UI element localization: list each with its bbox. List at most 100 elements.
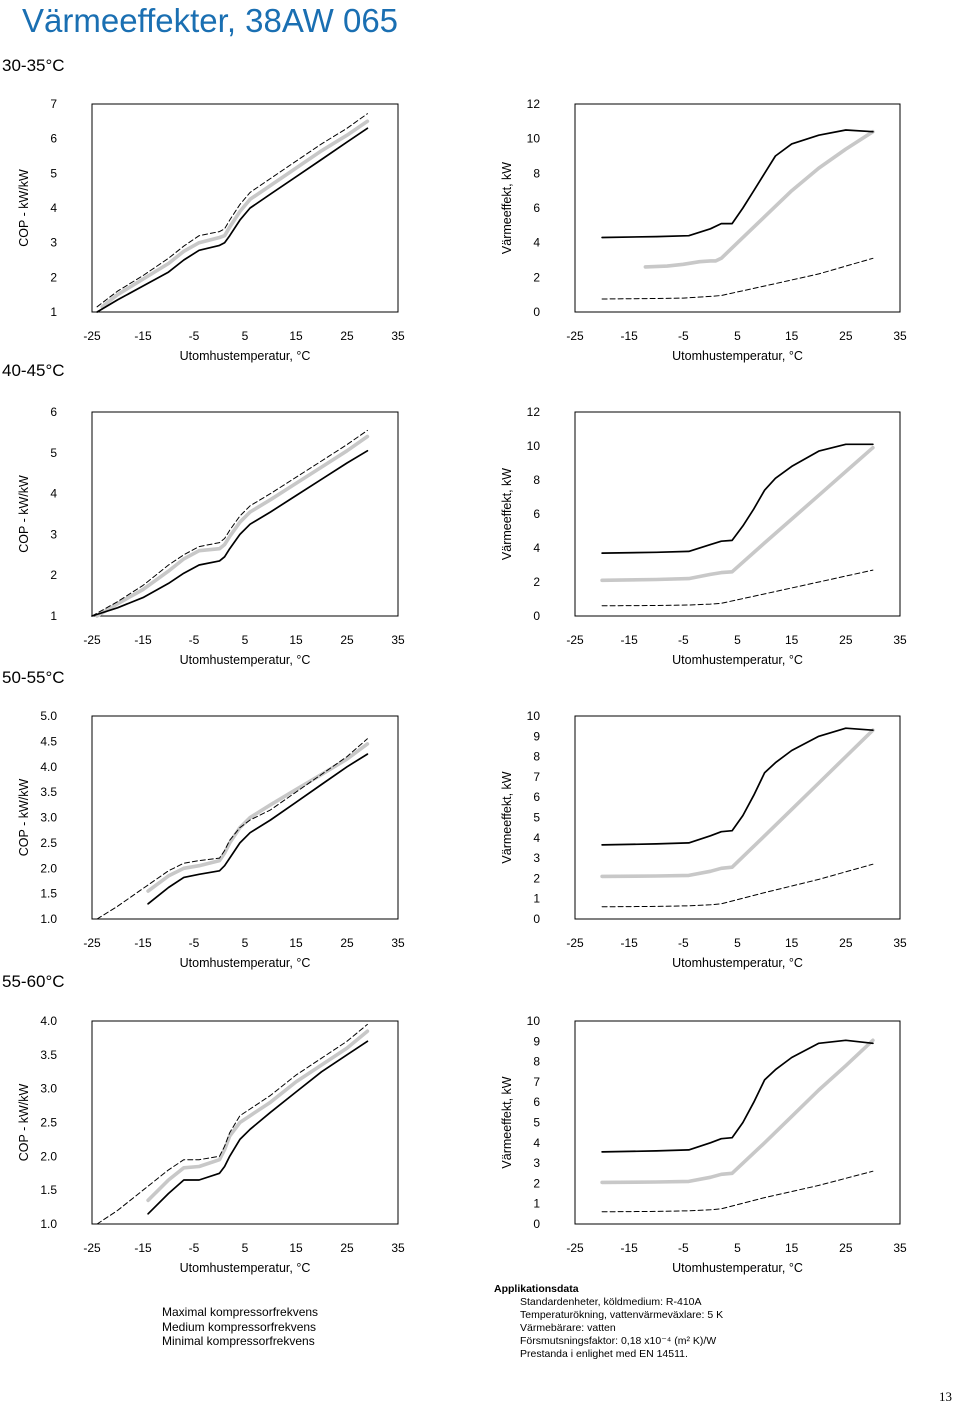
chart-power-50-55: 0 1 2 3 4 5 6 7 8 9 10 -25 -15 -5 5 15 25 35 Utomhustemper… (500, 709, 907, 970)
series-line-min (96, 1023, 368, 1225)
y-tick-label: 9 (533, 1034, 540, 1048)
section-label-30-35: 30-35°C (2, 56, 65, 75)
series-line-max (147, 753, 369, 905)
x-tick-label: -5 (189, 1241, 200, 1255)
y-tick-label: 9 (533, 729, 540, 743)
x-axis-label: Utomhustemperatur, °C (180, 653, 311, 667)
series-line-max (91, 449, 369, 617)
y-tick-label: 4.5 (40, 734, 57, 748)
series-line-min (96, 738, 368, 920)
x-tick-label: -15 (620, 936, 638, 950)
chart-cop-55-60: 1.0 1.5 2.0 2.5 3.0 3.5 4.0 -25 -15 -5 5 15 25 35 Utom… (17, 1014, 405, 1275)
x-tick-label: -15 (134, 633, 152, 647)
y-tick-label: 0 (533, 1217, 540, 1231)
x-tick-label: -25 (83, 936, 101, 950)
x-tick-label: 15 (785, 936, 799, 950)
y-tick-label: 2.5 (40, 836, 57, 850)
y-tick-label: 1.5 (40, 1183, 57, 1197)
y-tick-label: 1.0 (40, 912, 57, 926)
series-line-max (147, 1040, 369, 1215)
y-tick-label: 4 (533, 831, 540, 845)
x-tick-label: 25 (340, 633, 354, 647)
x-tick-label: 35 (391, 329, 405, 343)
y-axis-label: Värmeeffekt, kW (500, 162, 514, 254)
series-line-med (146, 1029, 370, 1203)
chart-power-55-60: 0 1 2 3 4 5 6 7 8 9 10 -25 -15 -5 5 15 25 35 Utomhustemper… (500, 1014, 907, 1275)
x-tick-label: 5 (242, 633, 249, 647)
legend-item-max: Maximal kompressorfrekvens (70, 1305, 318, 1320)
y-tick-label: 7 (533, 1075, 540, 1089)
y-tick-label: 6 (533, 201, 540, 215)
legend-item-min: Minimal kompressorfrekvens (70, 1334, 318, 1349)
y-tick-label: 3 (50, 527, 57, 541)
application-data-item: Prestanda i enlighet med EN 14511. (520, 1348, 688, 1360)
x-axis-label: Utomhustemperatur, °C (180, 956, 311, 970)
x-tick-label: -15 (134, 329, 152, 343)
y-tick-label: 3 (533, 851, 540, 865)
y-tick-label: 8 (533, 166, 540, 180)
y-tick-label: 6 (533, 1095, 540, 1109)
y-tick-label: 1.0 (40, 1217, 57, 1231)
application-data-item: Värmebärare: vatten (520, 1322, 616, 1334)
x-tick-label: 25 (340, 329, 354, 343)
y-tick-label: 3 (50, 236, 57, 250)
x-tick-label: 5 (242, 936, 249, 950)
y-tick-label: 1 (50, 609, 57, 623)
application-data-item: Försmutsningsfaktor: 0,18 x10⁻⁴ (m² K)/W (520, 1335, 717, 1347)
y-tick-label: 3.5 (40, 785, 57, 799)
y-tick-label: 5 (533, 1116, 540, 1130)
x-tick-label: 5 (734, 633, 741, 647)
x-tick-label: 15 (289, 936, 303, 950)
x-tick-label: 35 (893, 633, 907, 647)
x-tick-label: 5 (734, 329, 741, 343)
x-tick-label: -25 (566, 633, 584, 647)
x-tick-label: 15 (289, 1241, 303, 1255)
x-axis-label: Utomhustemperatur, °C (672, 653, 803, 667)
x-tick-label: 35 (893, 1241, 907, 1255)
x-tick-label: -15 (620, 329, 638, 343)
y-axis-label: COP - kW/kW (17, 475, 31, 553)
y-tick-label: 1 (50, 305, 57, 319)
legend: Maximal kompressorfrekvens Medium kompre… (70, 1305, 318, 1349)
series-line-max (601, 727, 874, 846)
x-tick-label: 35 (391, 633, 405, 647)
x-axis-label: Utomhustemperatur, °C (180, 1261, 311, 1275)
x-tick-label: -25 (566, 936, 584, 950)
y-tick-label: 3.0 (40, 1082, 57, 1096)
legend-label-max: Maximal kompressorfrekvens (162, 1305, 319, 1319)
series-line-min (601, 863, 874, 908)
chart-power-40-45: 0 2 4 6 8 10 12 -25 -15 -5 5 15 25 35 Utomhustemperatu… (500, 405, 907, 667)
series-line-med (100, 119, 370, 309)
application-data-item: Standardenheter, köldmedium: R-410A (520, 1296, 702, 1308)
series-line-min (601, 1170, 874, 1213)
x-axis-label: Utomhustemperatur, °C (672, 1261, 803, 1275)
section-label-50-55: 50-55°C (2, 668, 65, 687)
y-tick-label: 4.0 (40, 760, 57, 774)
x-tick-label: 35 (893, 936, 907, 950)
page-number: 13 (939, 1389, 952, 1404)
y-tick-label: 2 (50, 568, 57, 582)
x-tick-label: 35 (391, 1241, 405, 1255)
series-line-med (146, 742, 370, 893)
y-tick-label: 6 (50, 405, 57, 419)
chart-cop-30-35: 1 2 3 4 5 6 7 -25 -15 -5 5 15 25 35 Utomhustemperatur,… (17, 97, 405, 363)
y-tick-label: 5.0 (40, 709, 57, 723)
y-tick-label: 8 (533, 750, 540, 764)
section-label-55-60: 55-60°C (2, 972, 65, 991)
x-tick-label: 15 (289, 329, 303, 343)
x-tick-label: 15 (785, 633, 799, 647)
x-tick-label: 5 (734, 1241, 741, 1255)
series-line-min (601, 569, 874, 607)
page-title: Värmeeffekter, 38AW 065 (22, 2, 399, 39)
y-tick-label: 2 (533, 575, 540, 589)
x-tick-label: -15 (620, 633, 638, 647)
series-line-max (96, 127, 369, 313)
y-tick-label: 4 (533, 236, 540, 250)
y-tick-label: 12 (527, 97, 541, 111)
x-tick-label: 25 (839, 1241, 853, 1255)
x-tick-label: 5 (734, 936, 741, 950)
x-tick-label: -5 (678, 633, 689, 647)
y-tick-label: 1 (533, 892, 540, 906)
y-tick-label: 4 (533, 1136, 540, 1150)
y-tick-label: 6 (50, 132, 57, 146)
